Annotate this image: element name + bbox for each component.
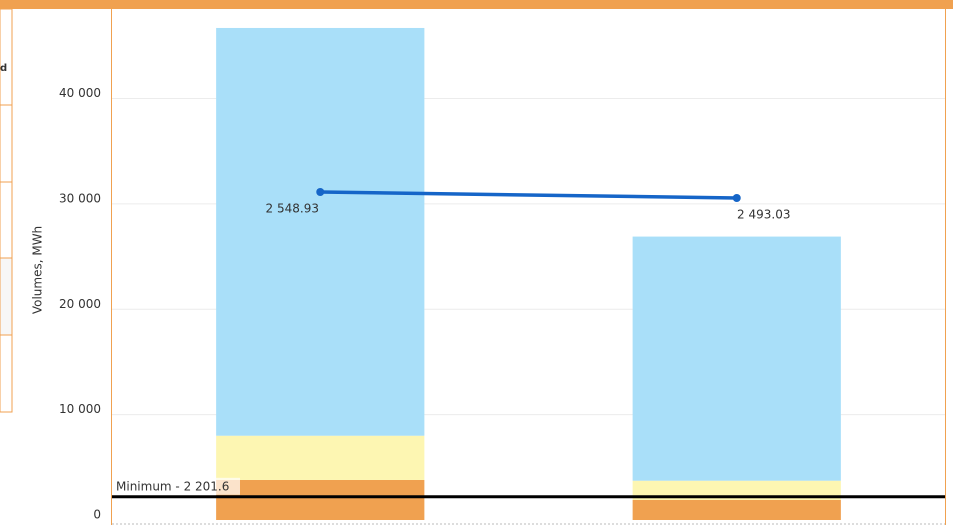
y-axis-label: Volumes, MWh bbox=[31, 226, 45, 314]
bar-segment bbox=[632, 236, 841, 481]
line-point bbox=[732, 194, 741, 203]
header-band bbox=[0, 0, 953, 9]
bar-segment bbox=[216, 479, 425, 520]
bar-segment bbox=[216, 27, 425, 436]
y-tick-label: 10 000 bbox=[59, 402, 101, 416]
line-point bbox=[316, 187, 325, 196]
line bbox=[320, 190, 737, 200]
y-tick-label: 20 000 bbox=[59, 297, 101, 311]
side-panel-cell bbox=[0, 257, 13, 336]
bar-segment bbox=[632, 480, 841, 500]
bar-segment bbox=[632, 499, 841, 520]
side-panel-text: d bbox=[0, 63, 7, 74]
bar-segment bbox=[216, 435, 425, 480]
y-tick-label: 40 000 bbox=[59, 86, 101, 100]
reference-label: Minimum - 2 201.6 bbox=[116, 479, 229, 493]
y-tick-label: 0 bbox=[93, 508, 101, 522]
data-label: 2 548.93 bbox=[266, 201, 319, 215]
reference-label-bg bbox=[114, 477, 240, 495]
data-label: 2 493.03 bbox=[737, 208, 790, 222]
y-tick-label: 30 000 bbox=[59, 191, 101, 205]
